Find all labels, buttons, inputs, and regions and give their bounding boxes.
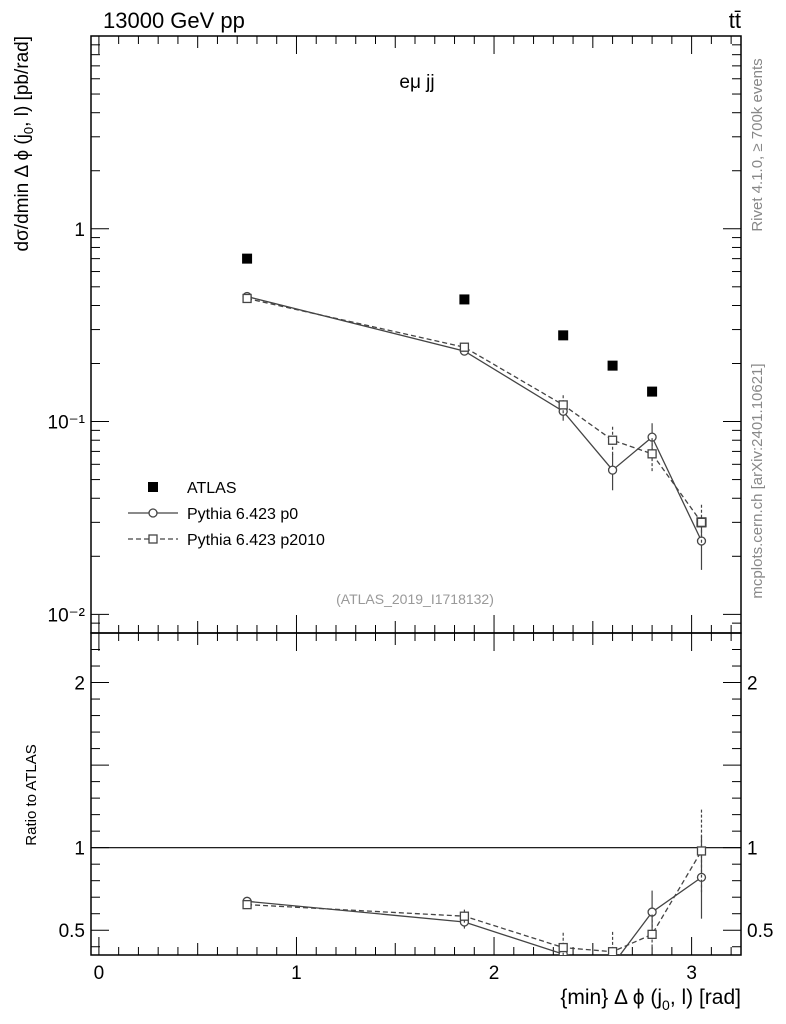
data-point bbox=[558, 942, 568, 953]
data-point bbox=[459, 342, 470, 352]
data-point bbox=[459, 294, 470, 305]
data-point bbox=[696, 846, 707, 856]
legend-label: Pythia 6.423 p2010 bbox=[187, 532, 325, 549]
data-point bbox=[647, 386, 658, 397]
data-point bbox=[607, 465, 618, 475]
series-line-pythia-6-423-p2010 bbox=[247, 850, 703, 953]
main-series-group bbox=[242, 253, 707, 570]
data-point bbox=[607, 435, 618, 445]
series-pythia-6-423-p2010 bbox=[242, 293, 707, 545]
legend-marker bbox=[148, 508, 158, 518]
ratio-y-axis: 0.5 0.5 1 1 2 2 bbox=[59, 632, 773, 948]
source-label: mcplots.cern.ch [arXiv:2401.10621] bbox=[749, 363, 766, 598]
legend-marker bbox=[148, 482, 158, 492]
data-point bbox=[647, 929, 657, 940]
legend-item-pythia-6-423-p0: Pythia 6.423 p0 bbox=[128, 506, 298, 523]
main-y-tick-label: 1 bbox=[74, 220, 85, 241]
x-axis-label: {min} Δ ϕ (j0, l) [rad] bbox=[560, 986, 741, 1013]
series-line-pythia-6-423-p0 bbox=[246, 295, 703, 542]
series-pythia-6-423-p0 bbox=[242, 291, 707, 570]
ratio-y-tick-label-right: 1 bbox=[747, 839, 758, 860]
x-tick-label: 0 bbox=[94, 963, 105, 984]
legend-item-pythia-6-423-p2010: Pythia 6.423 p2010 bbox=[128, 532, 325, 549]
data-point bbox=[242, 253, 253, 264]
data-point bbox=[647, 449, 657, 459]
series-line-pythia-6-423-p0 bbox=[247, 876, 702, 955]
energy-label: 13000 GeV pp bbox=[103, 8, 245, 33]
ratio-y-axis-label: Ratio to ATLAS bbox=[23, 744, 40, 845]
legend-label: Pythia 6.423 p0 bbox=[187, 506, 298, 523]
data-point bbox=[558, 330, 569, 341]
ratio-series-group bbox=[242, 809, 707, 969]
data-point bbox=[459, 911, 470, 921]
analysis-label: (ATLAS_2019_I1718132) bbox=[336, 591, 494, 607]
data-point bbox=[242, 899, 252, 910]
x-tick-label: 2 bbox=[489, 963, 500, 984]
data-point bbox=[607, 360, 618, 371]
legend-marker bbox=[148, 534, 158, 544]
data-point bbox=[242, 293, 252, 304]
ratio-y-tick-label: 1 bbox=[74, 839, 85, 860]
main-y-tick-label: 10⁻¹ bbox=[48, 413, 86, 434]
ratio-panel-frame bbox=[90, 632, 742, 956]
channel-label: eμ jj bbox=[399, 72, 434, 93]
main-y-axis: 1 10⁻¹ 10⁻² bbox=[48, 35, 741, 634]
x-tick-label: 3 bbox=[686, 963, 697, 984]
data-point bbox=[607, 947, 618, 955]
legend: ATLAS Pythia 6.423 p0 Pythia 6.423 p2010 bbox=[128, 480, 325, 549]
series-atlas bbox=[242, 253, 707, 528]
data-point bbox=[558, 400, 568, 410]
main-y-tick-label: 10⁻² bbox=[48, 605, 86, 626]
process-label: tt̄ bbox=[729, 8, 741, 33]
main-y-axis-label: dσ/dmin Δ ϕ (j0, l) [pb/rad] bbox=[12, 36, 36, 252]
ratio-y-tick-label: 2 bbox=[74, 674, 85, 695]
ratio-y-tick-label-right: 2 bbox=[747, 674, 758, 695]
rivet-label: Rivet 4.1.0, ≥ 700k events bbox=[749, 58, 766, 231]
x-tick-label: 1 bbox=[291, 963, 302, 984]
data-point bbox=[696, 517, 707, 527]
ratio-y-tick-label-right: 0.5 bbox=[747, 921, 773, 942]
legend-item-atlas: ATLAS bbox=[148, 480, 237, 497]
series-pythia-6-423-p2010 bbox=[242, 809, 707, 955]
legend-label: ATLAS bbox=[187, 480, 237, 497]
data-point bbox=[609, 961, 617, 969]
ratio-y-tick-label: 0.5 bbox=[59, 921, 85, 942]
series-line-pythia-6-423-p2010 bbox=[246, 297, 703, 523]
